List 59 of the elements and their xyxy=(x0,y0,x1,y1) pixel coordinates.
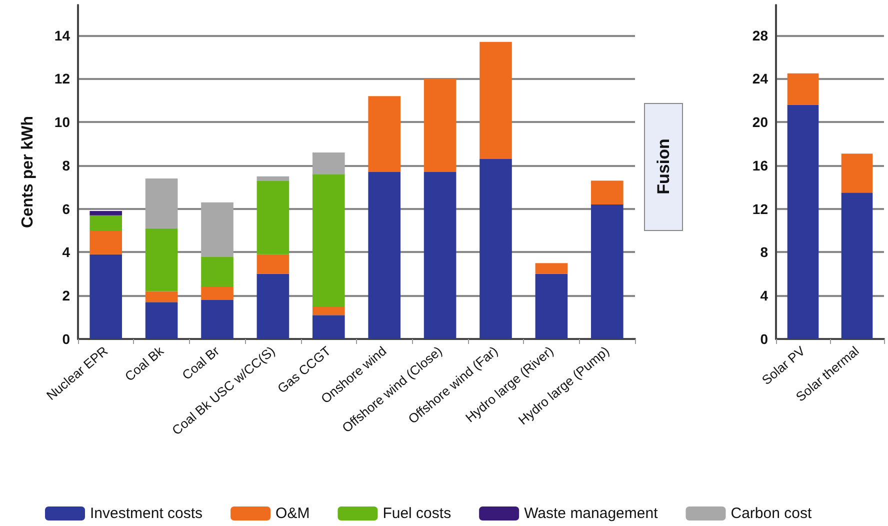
bar xyxy=(201,300,234,339)
y-tick-label: 20 xyxy=(752,114,768,130)
y-tick-label: 10 xyxy=(54,114,70,130)
y-tick-label: 2 xyxy=(62,288,70,304)
bar xyxy=(841,154,873,193)
bar xyxy=(535,274,568,339)
y-tick-label: 0 xyxy=(760,331,768,347)
bar xyxy=(312,152,345,174)
bar xyxy=(201,286,234,300)
bar xyxy=(535,263,568,274)
y-tick-label: 6 xyxy=(62,200,70,217)
x-tick-label: Coal Br xyxy=(179,342,223,383)
bar xyxy=(424,78,456,172)
y-tick-label: 12 xyxy=(54,70,70,87)
y-tick-label: 16 xyxy=(752,157,768,174)
legend-label: Fuel costs xyxy=(382,505,452,522)
bar xyxy=(90,230,122,254)
bar xyxy=(256,274,290,339)
legend-label: O&M xyxy=(276,505,310,522)
bar xyxy=(368,96,401,172)
bar xyxy=(590,180,624,205)
text: Fusion xyxy=(654,138,673,194)
bar xyxy=(480,42,512,159)
bar xyxy=(312,306,345,316)
bar xyxy=(256,254,290,274)
bar xyxy=(424,172,456,339)
bar xyxy=(480,158,512,339)
bar xyxy=(145,178,178,228)
y-axis-title: Cents per kWh xyxy=(20,116,36,228)
y-tick-label: 0 xyxy=(62,331,70,347)
y-tick-label: 4 xyxy=(760,288,768,304)
bar xyxy=(145,228,178,292)
bar xyxy=(312,315,345,339)
bar xyxy=(90,211,122,216)
x-tick-label: Coal Bk xyxy=(122,342,167,384)
bar xyxy=(787,104,819,339)
bar xyxy=(368,172,401,339)
bar xyxy=(201,256,234,287)
y-tick-label: 24 xyxy=(752,70,768,87)
bar xyxy=(312,174,345,306)
bar xyxy=(841,192,873,339)
legend-label: Waste management xyxy=(524,505,659,522)
bar xyxy=(145,291,178,302)
bar xyxy=(590,204,624,339)
bar xyxy=(256,176,290,181)
y-tick-label: 12 xyxy=(752,200,768,217)
legend-label: Investment costs xyxy=(90,505,203,522)
bar xyxy=(787,73,819,105)
y-tick-label: 8 xyxy=(760,244,768,260)
legend-label: Carbon cost xyxy=(730,505,812,522)
bar xyxy=(145,302,178,339)
y-tick-label: 28 xyxy=(752,27,768,44)
bar xyxy=(90,254,122,339)
bar xyxy=(201,202,234,257)
y-tick-label: 8 xyxy=(62,157,70,174)
y-tick-label: 14 xyxy=(54,27,70,44)
bar xyxy=(256,180,290,254)
y-tick-label: 4 xyxy=(62,244,70,260)
bar xyxy=(90,215,122,231)
